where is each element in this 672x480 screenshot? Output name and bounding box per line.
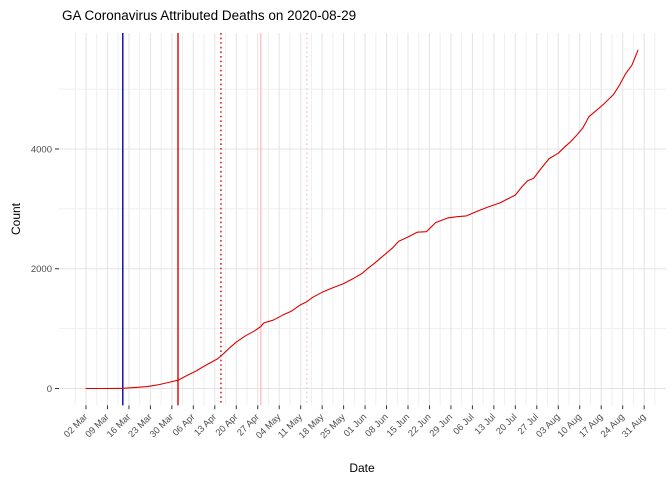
- y-tick-label: 0: [47, 384, 52, 395]
- x-tick-label: 22 Jun: [406, 412, 433, 439]
- x-tick-label: 06 Jul: [451, 412, 476, 437]
- x-tick-label: 29 Jun: [428, 412, 455, 439]
- x-tick-label: 30 Mar: [148, 412, 176, 440]
- x-tick-label: 13 Apr: [192, 412, 218, 438]
- chart-title: GA Coronavirus Attributed Deaths on 2020…: [62, 8, 357, 23]
- x-tick-label: 13 Jul: [473, 412, 498, 437]
- x-tick-label: 25 May: [318, 412, 347, 441]
- x-tick-label: 01 Jun: [342, 412, 369, 439]
- data-line: [85, 49, 639, 390]
- x-tick-label: 31 Aug: [620, 412, 648, 440]
- x-tick-label: 08 Jun: [363, 412, 390, 439]
- x-tick-label: 20 Jul: [494, 412, 519, 437]
- x-tick-label: 15 Jun: [385, 412, 412, 439]
- y-tick-label: 4000: [31, 144, 52, 155]
- x-tick-label: 06 Apr: [171, 412, 197, 438]
- x-tick-label: 20 Apr: [214, 412, 240, 438]
- y-tick-label: 2000: [31, 264, 52, 275]
- x-axis-title: Date: [349, 461, 375, 475]
